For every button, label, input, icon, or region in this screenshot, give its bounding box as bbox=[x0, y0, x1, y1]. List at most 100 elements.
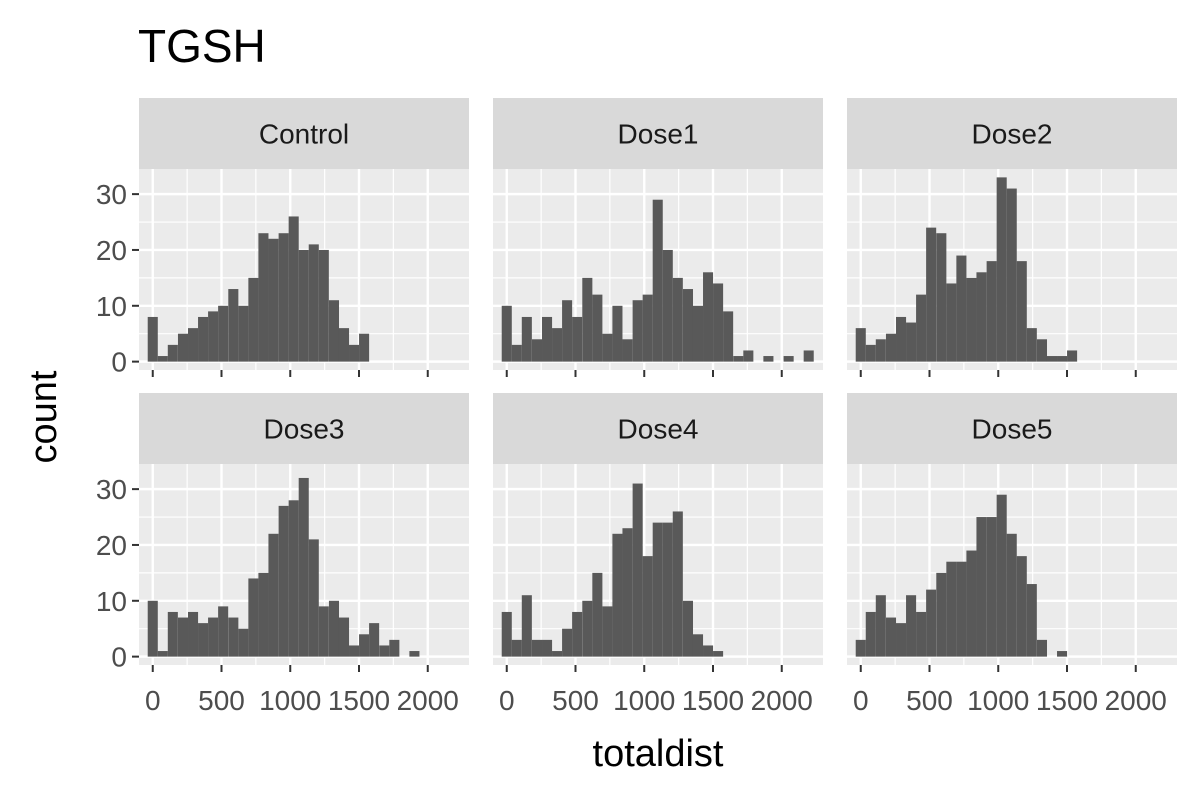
histogram-bar bbox=[562, 300, 573, 362]
histogram-bar bbox=[986, 261, 997, 362]
x-tick-label: 2000 bbox=[397, 685, 459, 716]
chart-title: TGSH bbox=[138, 20, 266, 72]
histogram-bar bbox=[723, 311, 734, 362]
x-tick-label: 1500 bbox=[1036, 685, 1098, 716]
histogram-bar bbox=[1046, 356, 1058, 362]
histogram-bar bbox=[248, 277, 259, 362]
histogram-bar bbox=[672, 511, 683, 657]
histogram-bar bbox=[602, 333, 613, 362]
histogram-bar bbox=[369, 623, 380, 657]
strip-label-dose5: Dose5 bbox=[972, 414, 1053, 445]
x-tick-label: 500 bbox=[552, 685, 599, 716]
histogram-bar bbox=[1016, 556, 1027, 657]
histogram-bar bbox=[896, 623, 907, 657]
histogram-bar bbox=[298, 249, 309, 362]
histogram-bar bbox=[248, 578, 259, 657]
histogram-bar bbox=[572, 611, 583, 657]
strip-dose2 bbox=[847, 98, 1177, 169]
strip-dose1 bbox=[493, 98, 823, 169]
histogram-bar bbox=[946, 283, 957, 362]
x-tick-label: 0 bbox=[145, 685, 161, 716]
histogram-bar bbox=[1016, 261, 1027, 362]
histogram-bar bbox=[258, 572, 269, 657]
histogram-bar bbox=[642, 556, 653, 657]
strip-dose3 bbox=[139, 393, 469, 464]
histogram-bar bbox=[612, 305, 623, 362]
histogram-bar bbox=[278, 505, 289, 657]
x-tick-label: 500 bbox=[198, 685, 245, 716]
strip-label-dose2: Dose2 bbox=[972, 119, 1053, 150]
histogram-bar bbox=[188, 611, 199, 657]
histogram-bar bbox=[562, 628, 573, 657]
histogram-bar bbox=[956, 561, 967, 657]
histogram-bar bbox=[238, 305, 249, 362]
histogram-bar bbox=[896, 316, 907, 362]
histogram-bar bbox=[379, 645, 390, 657]
histogram-bar bbox=[682, 600, 694, 657]
x-tick-label: 1500 bbox=[682, 685, 744, 716]
histogram-bar bbox=[218, 606, 229, 657]
histogram-bar bbox=[338, 617, 350, 657]
histogram-bar bbox=[966, 550, 977, 657]
histogram-bar bbox=[966, 277, 977, 362]
panel-dose5: Dose5 0 500 1000 1500 2000 bbox=[847, 393, 1177, 716]
histogram-bar bbox=[783, 356, 794, 362]
histogram-bar bbox=[875, 595, 886, 657]
panel-dose1: Dose1 bbox=[493, 98, 823, 377]
histogram-bar bbox=[622, 528, 633, 657]
histogram-bar bbox=[177, 333, 189, 362]
histogram-bar bbox=[996, 177, 1007, 362]
strip-dose5 bbox=[847, 393, 1177, 464]
histogram-bar bbox=[308, 244, 319, 362]
histogram-bar bbox=[177, 617, 189, 657]
histogram-bar bbox=[855, 328, 866, 362]
histogram-bar bbox=[916, 294, 927, 362]
histogram-bar bbox=[582, 600, 593, 657]
x-tick-label: 1500 bbox=[328, 685, 390, 716]
histogram-bar bbox=[976, 517, 987, 657]
histogram-bar bbox=[692, 634, 704, 657]
histogram-bar bbox=[258, 233, 269, 362]
histogram-bar bbox=[612, 533, 623, 657]
histogram-bar bbox=[552, 651, 563, 657]
histogram-bar bbox=[885, 617, 897, 657]
x-tick-label: 1000 bbox=[613, 685, 675, 716]
histogram-bar bbox=[501, 305, 512, 362]
histogram-bar bbox=[238, 628, 249, 657]
histogram-bar bbox=[703, 272, 714, 362]
histogram-bar bbox=[642, 294, 653, 362]
histogram-bar bbox=[652, 522, 663, 657]
histogram-bar bbox=[147, 316, 158, 362]
histogram-bar bbox=[552, 328, 563, 362]
histogram-bar bbox=[1057, 356, 1068, 362]
panel-dose2: Dose2 bbox=[847, 98, 1177, 377]
y-tick-label: 10 bbox=[96, 291, 127, 322]
x-tick-label: 2000 bbox=[751, 685, 813, 716]
histogram-bar bbox=[338, 328, 350, 362]
y-tick-label: 0 bbox=[111, 642, 127, 673]
y-tick-label: 30 bbox=[96, 474, 127, 505]
panel-dose3: Dose3 0 10 20 30 0 500 1000 1500 2000 bbox=[96, 393, 469, 716]
histogram-bar bbox=[803, 350, 814, 362]
strip-label-control: Control bbox=[259, 119, 349, 150]
histogram-bar bbox=[288, 216, 299, 362]
histogram-bar bbox=[632, 483, 643, 657]
y-tick-label: 30 bbox=[96, 179, 127, 210]
histogram-bar bbox=[188, 328, 199, 362]
histogram-bar bbox=[167, 611, 178, 657]
histogram-bar bbox=[906, 322, 917, 362]
histogram-bar bbox=[672, 277, 683, 362]
histogram-bar bbox=[996, 494, 1007, 657]
histogram-bar bbox=[936, 233, 947, 362]
histogram-bar bbox=[318, 606, 329, 657]
histogram-bar bbox=[916, 611, 927, 657]
histogram-bar bbox=[946, 561, 957, 657]
panel-control: Control 0 10 20 30 bbox=[96, 98, 469, 378]
strip-label-dose4: Dose4 bbox=[618, 414, 699, 445]
histogram-bar bbox=[682, 289, 694, 362]
histogram-bar bbox=[198, 316, 209, 362]
histogram-bar bbox=[511, 344, 522, 362]
histogram-bar bbox=[308, 539, 319, 657]
histogram-bar bbox=[885, 333, 897, 362]
